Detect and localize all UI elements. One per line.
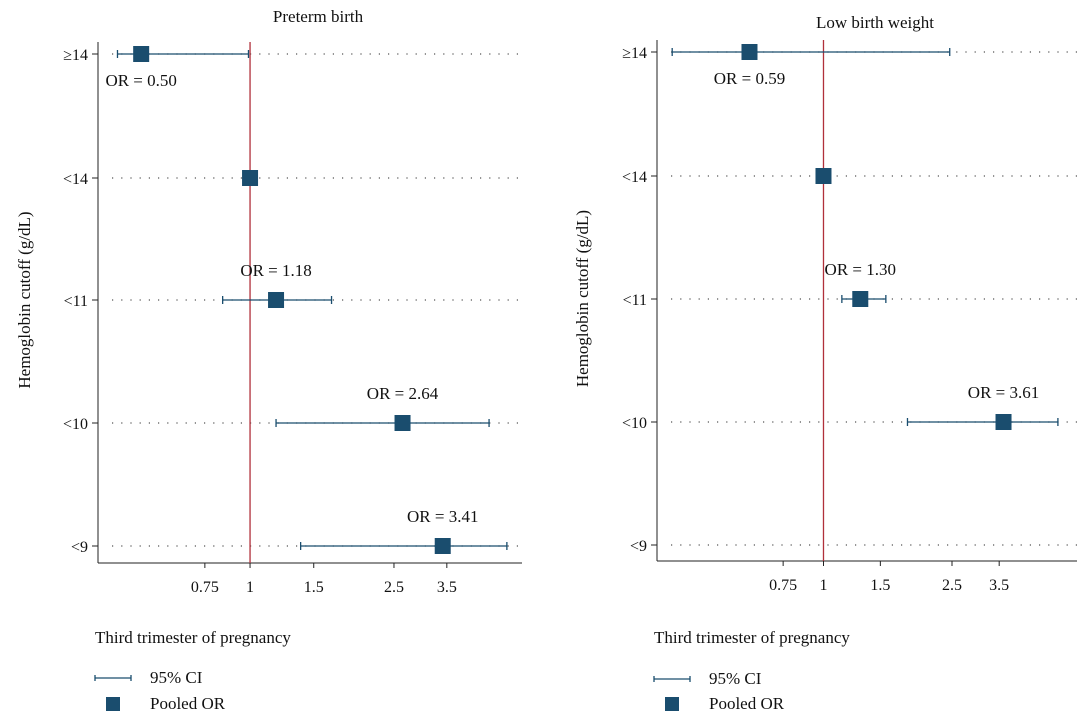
pooled-or-marker: [815, 168, 832, 184]
y-tick-label: <14: [622, 169, 647, 186]
y-tick-label: <11: [623, 292, 647, 309]
x-tick-label: 1: [819, 577, 827, 594]
data-label: OR = 1.18: [240, 261, 311, 280]
y-tick-label: <11: [64, 293, 88, 310]
y-tick-label: ≥14: [622, 45, 647, 62]
y-tick-label: <9: [71, 539, 88, 556]
pooled-or-marker: [268, 292, 285, 308]
legend-label: 95% CI: [150, 668, 203, 687]
y-axis-label: Hemoglobin cutoff (g/dL): [15, 211, 34, 388]
data-label: OR = 2.64: [367, 384, 439, 403]
y-tick-label: <10: [622, 415, 647, 432]
chart-subtitle: Third trimester of pregnancy: [95, 628, 291, 647]
chart-subtitle: Third trimester of pregnancy: [654, 628, 850, 647]
pooled-or-marker: [434, 538, 451, 554]
panel-preterm-birth: Preterm birth Hemoglobin cutoff (g/dL) ≥14…: [15, 7, 522, 713]
x-tick-label: 0.75: [191, 579, 219, 596]
x-tick-label: 0.75: [769, 577, 797, 594]
x-tick-label: 2.5: [384, 579, 404, 596]
pooled-or-marker: [852, 291, 869, 307]
panel-low-birth-weight: Low birth weight Hemoglobin cutoff (g/dL)…: [573, 13, 1077, 713]
chart-title: Low birth weight: [816, 13, 934, 32]
y-tick-label: <9: [630, 538, 647, 555]
x-tick-label: 2.5: [942, 577, 962, 594]
pooled-or-marker: [995, 414, 1012, 430]
data-label: OR = 3.41: [407, 507, 478, 526]
legend-point-swatch: [106, 697, 120, 711]
x-tick-label: 3.5: [437, 579, 457, 596]
y-tick-label: ≥14: [63, 47, 88, 64]
data-label: OR = 0.59: [714, 69, 785, 88]
legend-label: Pooled OR: [150, 694, 226, 713]
y-axis-label: Hemoglobin cutoff (g/dL): [573, 210, 592, 387]
legend-label: 95% CI: [709, 669, 762, 688]
chart-title: Preterm birth: [273, 7, 364, 26]
x-tick-label: 3.5: [989, 577, 1009, 594]
y-tick-label: <10: [63, 416, 88, 433]
x-tick-label: 1: [246, 579, 254, 596]
x-tick-label: 1.5: [304, 579, 324, 596]
data-label: OR = 1.30: [825, 260, 896, 279]
legend-point-swatch: [665, 697, 679, 711]
pooled-or-marker: [741, 44, 758, 60]
x-tick-label: 1.5: [870, 577, 890, 594]
data-label: OR = 3.61: [968, 383, 1039, 402]
pooled-or-marker: [242, 170, 259, 186]
pooled-or-marker: [394, 415, 411, 431]
y-tick-label: <14: [63, 171, 88, 188]
pooled-or-marker: [133, 46, 150, 62]
data-label: OR = 0.50: [105, 71, 176, 90]
legend-label: Pooled OR: [709, 694, 785, 713]
